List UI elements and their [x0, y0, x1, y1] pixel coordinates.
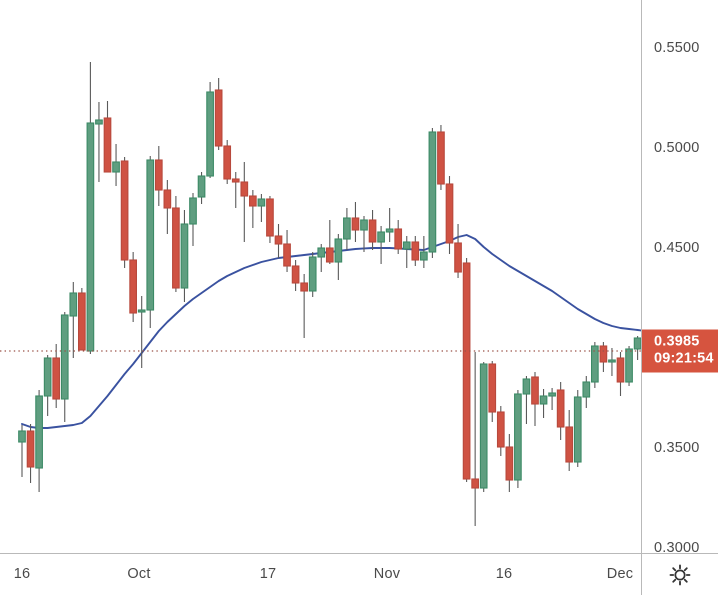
current-price-time: 09:21:54 — [654, 350, 714, 367]
time-tick-5: Dec — [606, 566, 634, 582]
candle-series — [18, 62, 641, 526]
moving-average-line — [21, 234, 641, 429]
time-axis[interactable]: 16 Oct 17 Nov 16 Dec — [0, 553, 641, 595]
time-tick-1: Oct — [127, 566, 151, 582]
time-tick-4: 16 — [495, 566, 513, 582]
chart-canvas — [0, 62, 641, 526]
price-axis[interactable]: 0.5500 0.5000 0.4500 0.3500 0.3000 0.398… — [641, 0, 718, 556]
time-tick-3: Nov — [373, 566, 401, 582]
price-tick-1: 0.5000 — [654, 140, 700, 156]
price-tick-2: 0.4500 — [654, 240, 700, 256]
time-tick-0: 16 — [13, 566, 31, 582]
chart-settings-button[interactable] — [641, 553, 718, 595]
gear-icon — [669, 564, 691, 585]
price-tick-0: 0.5500 — [654, 40, 700, 56]
chart-plot-area[interactable] — [0, 0, 641, 553]
current-price-badge[interactable]: 0.3985 09:21:54 — [642, 329, 718, 373]
price-tick-3: 0.3500 — [654, 440, 700, 456]
price-tick-4: 0.3000 — [654, 540, 700, 556]
time-tick-2: 17 — [259, 566, 277, 582]
current-price-value: 0.3985 — [654, 333, 700, 350]
